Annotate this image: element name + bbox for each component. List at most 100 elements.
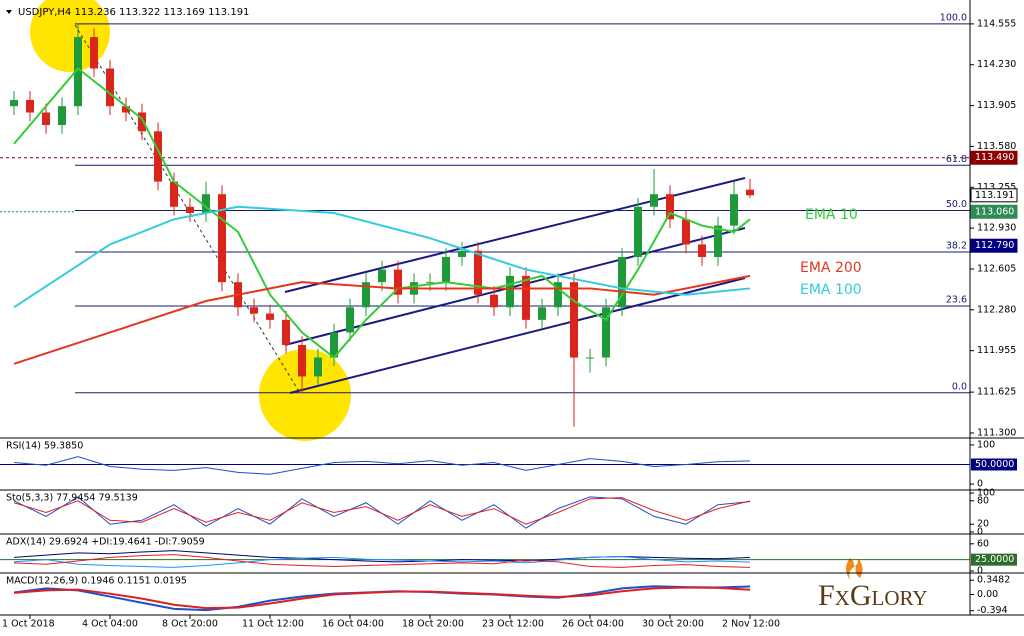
x-tick-label: 23 Oct 12:00 — [482, 619, 544, 630]
candle-body — [506, 275, 514, 308]
y-tick-label: 0.3482 — [977, 575, 1010, 586]
fib-label: 38.2 — [946, 240, 967, 251]
fib-label: 0.0 — [952, 381, 967, 392]
x-tick-label: 30 Oct 20:00 — [642, 619, 704, 630]
y-tick-label: 111.625 — [977, 387, 1016, 398]
price-marker — [970, 188, 1018, 203]
indicator-line — [13, 586, 751, 610]
y-tick-label: 100 — [977, 488, 995, 499]
candle-body — [266, 313, 274, 320]
panel-title: ADX(14) 29.6924 +DI:19.4641 -DI:7.9059 — [6, 537, 205, 548]
candle-body — [426, 282, 434, 284]
y-tick-label: 113.255 — [977, 182, 1016, 193]
candle-body — [522, 275, 530, 320]
candle-body — [330, 332, 338, 358]
candle-body — [346, 307, 354, 333]
ema-line — [13, 205, 751, 309]
candle-body — [458, 250, 466, 258]
candle-body — [554, 282, 562, 308]
candle-body — [26, 99, 34, 113]
y-tick-label: 100 — [977, 439, 995, 450]
panel-title: MACD(12,26,9) 0.1946 0.1151 0.0195 — [6, 576, 187, 587]
y-tick-label: 0 — [977, 527, 983, 538]
legend-label: EMA 200 — [800, 260, 862, 276]
indicator-line — [13, 497, 751, 525]
y-tick-label: 113.905 — [977, 100, 1016, 111]
candle-body — [746, 189, 754, 196]
indicator-line — [13, 555, 751, 568]
candle-body — [122, 106, 130, 113]
candle-body — [490, 294, 498, 308]
y-tick-label: 20 — [977, 519, 989, 530]
candle-body — [170, 181, 178, 207]
highlight-circle — [30, 0, 110, 72]
y-tick-label: 111.300 — [977, 427, 1016, 438]
y-tick-label: 112.930 — [977, 223, 1016, 234]
candle-body — [570, 282, 578, 358]
candle-body — [314, 357, 322, 377]
candle-body — [58, 106, 66, 126]
candle-body — [298, 344, 306, 377]
menu-arrow — [6, 10, 12, 14]
candle-body — [74, 37, 82, 107]
fib-label: 61.8 — [946, 154, 967, 165]
x-tick-label: 1 Oct 2018 — [2, 619, 55, 630]
legend-label: EMA 10 — [805, 207, 858, 223]
candle-body — [202, 194, 210, 214]
candle-body — [250, 307, 258, 314]
candle-body — [154, 131, 162, 182]
logo-flame — [846, 558, 863, 580]
y-tick-label: 0.00 — [977, 589, 998, 600]
level-marker — [971, 458, 1017, 471]
candle-body — [698, 244, 706, 258]
candle-body — [106, 68, 114, 107]
y-tick-label: 114.555 — [977, 18, 1016, 29]
candle-body — [442, 257, 450, 283]
price-marker-label: 113.191 — [975, 190, 1014, 201]
y-tick-label: 0 — [977, 479, 983, 490]
price-marker-label: 113.060 — [975, 206, 1014, 217]
candle-body — [90, 37, 98, 69]
chart-title: USDJPY,H4 113.236 113.322 113.169 113.19… — [18, 7, 249, 18]
candle-body — [650, 194, 658, 207]
x-tick-label: 11 Oct 12:00 — [242, 619, 304, 630]
candle-body — [218, 194, 226, 283]
candle-body — [618, 257, 626, 308]
y-tick-label: 112.605 — [977, 263, 1016, 274]
indicator-line — [13, 554, 751, 568]
y-tick-label: 114.230 — [977, 59, 1016, 70]
x-tick-label: 16 Oct 04:00 — [322, 619, 384, 630]
candle-body — [138, 112, 146, 132]
candle-body — [186, 206, 194, 214]
candle-body — [362, 282, 370, 308]
candle-body — [714, 225, 722, 258]
x-tick-label: 8 Oct 20:00 — [162, 619, 218, 630]
x-tick-label: 4 Oct 04:00 — [82, 619, 138, 630]
candle-body — [474, 250, 482, 295]
x-tick-label: 2 Nov 12:00 — [722, 619, 780, 630]
highlight-circle — [259, 349, 351, 441]
fib-label: 23.6 — [946, 295, 967, 306]
x-tick-label: 18 Oct 20:00 — [402, 619, 464, 630]
level-label: 25.0000 — [975, 554, 1014, 565]
candle-body — [602, 307, 610, 358]
price-marker — [970, 204, 1018, 219]
candle-body — [682, 219, 690, 245]
panel-title: Sto(5,3,3) 77.9454 79.5139 — [6, 493, 138, 504]
candle-body — [666, 194, 674, 220]
x-tick-label: 26 Oct 04:00 — [562, 619, 624, 630]
y-tick-label: 80 — [977, 495, 989, 506]
channel-line — [289, 277, 746, 394]
plot: 100.0 61.8 50.0 38.2 23.6 0.0 — [0, 12, 970, 427]
ema-line — [13, 274, 751, 365]
panel-title: RSI(14) 59.3850 — [6, 441, 83, 452]
indicator-line — [13, 456, 751, 475]
y-tick-label: 111.955 — [977, 345, 1016, 356]
candle-body — [586, 357, 594, 359]
candle-body — [730, 194, 738, 226]
level-label: 50.0000 — [975, 459, 1014, 470]
price-marker-label: 112.790 — [975, 240, 1014, 251]
y-tick-label: 60 — [977, 538, 989, 549]
